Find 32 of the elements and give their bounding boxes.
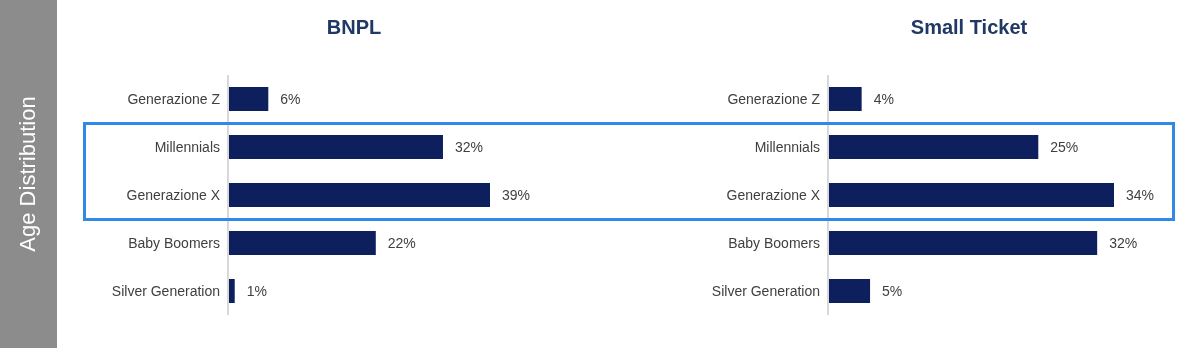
data-label: 25% [1050, 138, 1079, 155]
data-label: 32% [1109, 234, 1138, 251]
chart-title: BNPL [325, 16, 383, 39]
y-tick-label: Baby Boomers [128, 234, 220, 251]
data-label: 5% [882, 282, 903, 299]
y-tick-label: Silver Generation [111, 282, 220, 299]
bar [828, 183, 1114, 207]
y-tick-label: Generazione Z [727, 90, 821, 107]
bar [228, 87, 269, 111]
bar [228, 231, 376, 255]
bar [828, 87, 862, 111]
y-tick-label: Generazione X [726, 186, 821, 203]
data-label: 22% [387, 234, 416, 251]
data-label: 39% [502, 186, 531, 203]
y-tick-label: Millennials [754, 138, 820, 155]
y-tick-label: Generazione Z [127, 90, 221, 107]
bar [828, 279, 871, 303]
y-tick-label: Generazione X [126, 186, 221, 203]
bar [828, 135, 1039, 159]
bar [228, 183, 490, 207]
y-tick-label: Silver Generation [711, 282, 820, 299]
data-label: 34% [1126, 186, 1155, 203]
y-axis-title: Age Distribution [15, 96, 41, 252]
data-label: 4% [873, 90, 894, 107]
data-label: 6% [280, 90, 301, 107]
y-tick-label: Millennials [154, 138, 220, 155]
chart-title: Small Ticket [909, 16, 1029, 39]
bar [828, 231, 1098, 255]
bar [228, 135, 443, 159]
y-tick-label: Baby Boomers [728, 234, 820, 251]
data-label: 32% [454, 138, 484, 155]
data-label: 1% [246, 282, 267, 299]
